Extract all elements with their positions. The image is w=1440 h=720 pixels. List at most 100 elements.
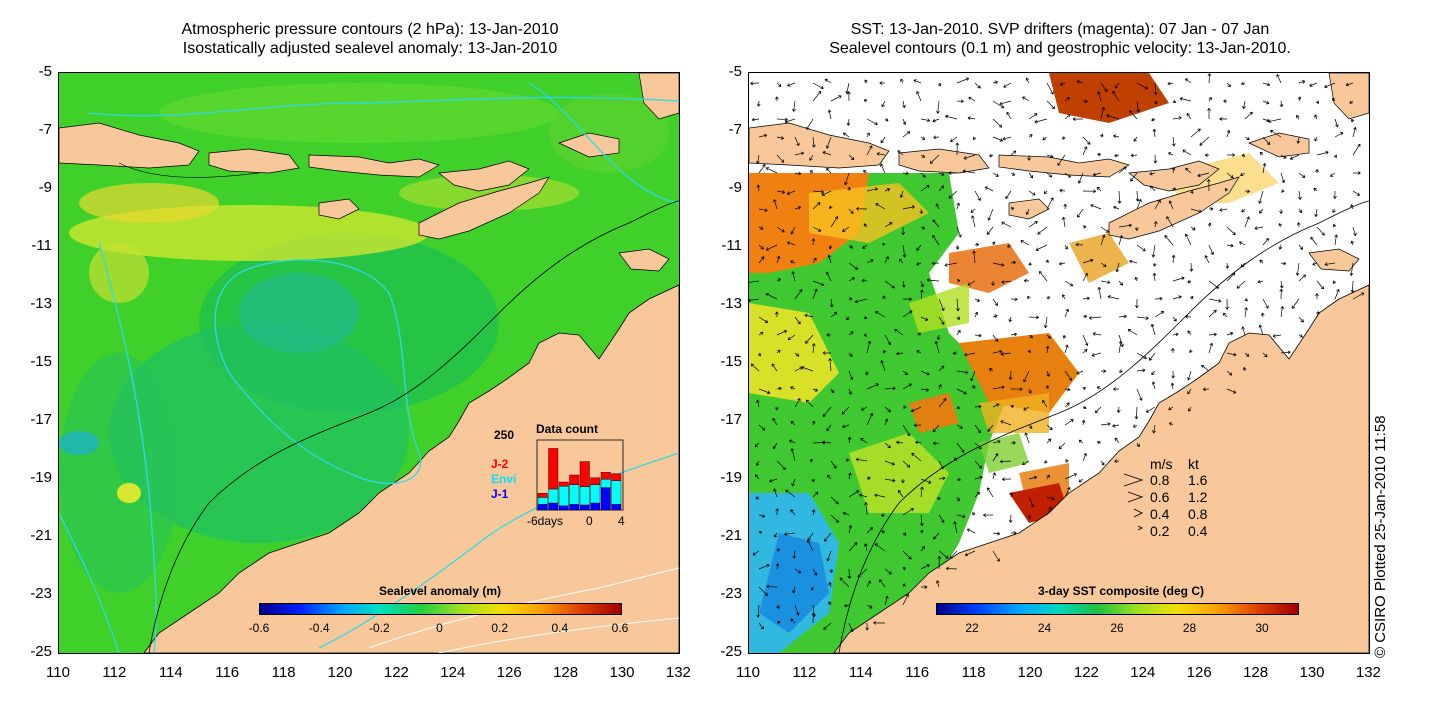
velocity-arrow xyxy=(750,363,760,372)
velocity-arrow xyxy=(989,368,994,372)
velocity-arrow xyxy=(974,333,982,338)
velocity-arrow xyxy=(1224,188,1229,192)
velocity-arrow xyxy=(992,453,999,462)
velocity-arrow xyxy=(758,530,763,535)
velocity-arrow xyxy=(964,550,976,557)
velocity-arrow xyxy=(1100,82,1108,93)
velocity-arrow xyxy=(826,550,832,562)
velocity-arrow xyxy=(827,109,832,120)
velocity-arrow xyxy=(1260,312,1265,318)
left-y-tick-label: -5 xyxy=(38,63,52,80)
data-count-xlabel-1: -6days xyxy=(527,514,564,528)
velocity-arrow xyxy=(1082,99,1088,104)
velocity-arrow xyxy=(776,278,781,282)
velocity-arrow xyxy=(1171,370,1175,379)
velocity-arrow xyxy=(1279,100,1284,108)
velocity-arrow xyxy=(1257,279,1264,284)
velocity-arrow xyxy=(932,424,940,433)
velocity-arrow xyxy=(1115,262,1120,273)
velocity-arrow xyxy=(1064,419,1074,426)
velocity-arrow xyxy=(811,238,816,246)
velocity-arrow xyxy=(902,244,907,258)
velocity-arrow xyxy=(1154,310,1165,318)
velocity-arrow xyxy=(1236,280,1246,289)
velocity-arrow xyxy=(1168,152,1174,156)
left-title-line2: Isostatically adjusted sealevel anomaly:… xyxy=(182,40,558,57)
data-count-bar-envi xyxy=(600,479,611,488)
left-x-tick-label: 122 xyxy=(383,664,409,681)
velocity-arrow xyxy=(1136,244,1146,252)
velocity-arrow xyxy=(848,154,855,161)
velocity-arrow xyxy=(1129,259,1138,264)
velocity-arrow xyxy=(830,496,839,505)
right-map-panel[interactable] xyxy=(748,72,1370,654)
velocity-arrow xyxy=(956,298,960,312)
left-x-tick-label: 126 xyxy=(496,664,522,681)
velocity-arrow xyxy=(1331,97,1336,102)
velocity-arrow xyxy=(866,580,871,588)
velocity-arrow xyxy=(1064,97,1070,102)
velocity-arrow xyxy=(1136,100,1140,113)
velocity-arrow xyxy=(1190,295,1194,300)
velocity-arrow xyxy=(827,474,832,480)
velocity-arrow xyxy=(1226,129,1231,138)
velocity-arrow xyxy=(828,358,832,372)
right-x-tick-label: 130 xyxy=(1299,664,1325,681)
velocity-arrow xyxy=(992,314,998,318)
velocity-arrow xyxy=(956,477,961,482)
velocity-arrow xyxy=(915,440,922,445)
velocity-arrow xyxy=(902,370,908,376)
velocity-arrow xyxy=(847,436,852,444)
velocity-arrow xyxy=(884,118,889,122)
velocity-arrow xyxy=(875,203,886,210)
velocity-arrow xyxy=(956,316,961,320)
velocity-arrow xyxy=(1187,330,1192,336)
velocity-arrow xyxy=(786,190,796,195)
speed-legend-row-2-ms: 0.6 xyxy=(1150,489,1170,505)
velocity-arrow xyxy=(1118,166,1127,174)
velocity-arrow xyxy=(972,250,976,264)
velocity-arrow xyxy=(920,478,932,484)
velocity-arrow xyxy=(1172,116,1182,120)
velocity-arrow xyxy=(1046,496,1055,501)
velocity-arrow xyxy=(773,199,778,210)
velocity-arrow xyxy=(1082,452,1087,462)
velocity-arrow xyxy=(866,527,873,534)
velocity-arrow xyxy=(884,280,895,289)
velocity-arrow xyxy=(1046,296,1050,300)
data-count-chart xyxy=(536,439,624,511)
velocity-arrow xyxy=(1316,280,1325,290)
velocity-arrow xyxy=(801,365,814,372)
speed-legend-arrows xyxy=(1123,473,1144,531)
velocity-arrow xyxy=(929,154,940,164)
velocity-arrow xyxy=(919,529,924,534)
velocity-arrow xyxy=(1010,207,1015,211)
velocity-arrow xyxy=(766,584,778,589)
credit-text: © CSIRO Plotted 25-Jan-2010 11:58 xyxy=(1372,415,1389,658)
velocity-arrow xyxy=(874,493,886,498)
velocity-arrow xyxy=(1262,298,1269,309)
velocity-arrow xyxy=(1027,154,1031,161)
velocity-arrow xyxy=(902,100,906,109)
velocity-arrow xyxy=(896,351,904,356)
velocity-arrow xyxy=(1242,367,1247,372)
velocity-arrow xyxy=(1118,235,1123,246)
velocity-arrow xyxy=(1088,316,1102,320)
left-colorbar-tick-label: 0.6 xyxy=(611,621,629,635)
velocity-arrow xyxy=(1149,171,1156,176)
velocity-arrow xyxy=(1034,118,1048,124)
velocity-arrow xyxy=(1092,172,1102,177)
velocity-arrow xyxy=(920,370,930,376)
velocity-arrow xyxy=(1044,460,1048,464)
left-map-panel[interactable] xyxy=(58,72,680,654)
velocity-arrow xyxy=(1208,298,1222,303)
right-y-tick-label: -15 xyxy=(720,353,742,370)
velocity-arrow xyxy=(1187,370,1192,381)
velocity-arrow xyxy=(1114,82,1120,89)
velocity-arrow xyxy=(830,388,835,394)
velocity-arrow xyxy=(756,399,760,408)
velocity-arrow xyxy=(775,406,779,411)
velocity-arrow xyxy=(791,478,796,487)
velocity-arrow xyxy=(790,448,796,462)
data-count-bar-envi xyxy=(569,484,580,505)
